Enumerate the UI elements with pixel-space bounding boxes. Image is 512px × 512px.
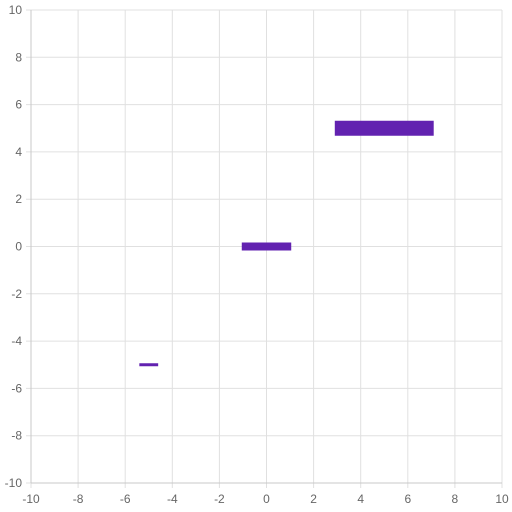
y-tick-labels: 10 8 6 4 2 0 -2 -4 -6 -8 -10 xyxy=(5,3,23,490)
y-tick-label: 8 xyxy=(15,50,22,64)
y-tick-label: -2 xyxy=(11,287,22,301)
data-marks xyxy=(139,120,434,367)
x-tick-label: -4 xyxy=(167,492,178,506)
data-point xyxy=(139,363,159,367)
x-tick-label: 8 xyxy=(452,492,459,506)
y-tick-label: 10 xyxy=(9,3,23,17)
y-tick-label: -4 xyxy=(11,334,22,348)
data-point xyxy=(334,120,434,136)
x-tick-label: -2 xyxy=(214,492,225,506)
x-tick-label: 6 xyxy=(404,492,411,506)
y-tick-label: -10 xyxy=(5,476,23,490)
x-tick-labels: -10 -8 -6 -4 -2 0 2 4 6 8 10 xyxy=(22,492,509,506)
y-tick-label: 6 xyxy=(15,98,22,112)
x-tick-label: -8 xyxy=(73,492,84,506)
y-tick-label: -6 xyxy=(11,381,22,395)
y-tick-label: 2 xyxy=(15,192,22,206)
x-tick-label: 4 xyxy=(357,492,364,506)
x-tick-label: 10 xyxy=(495,492,509,506)
axes xyxy=(30,10,502,484)
y-tick-label: -8 xyxy=(11,429,22,443)
x-tick-label: 0 xyxy=(263,492,270,506)
x-tick-label: -10 xyxy=(22,492,40,506)
data-point xyxy=(241,242,292,251)
x-tick-label: 2 xyxy=(310,492,317,506)
x-tick-label: -6 xyxy=(120,492,131,506)
y-tick-label: 4 xyxy=(15,145,22,159)
y-tick-label: 0 xyxy=(15,240,22,254)
